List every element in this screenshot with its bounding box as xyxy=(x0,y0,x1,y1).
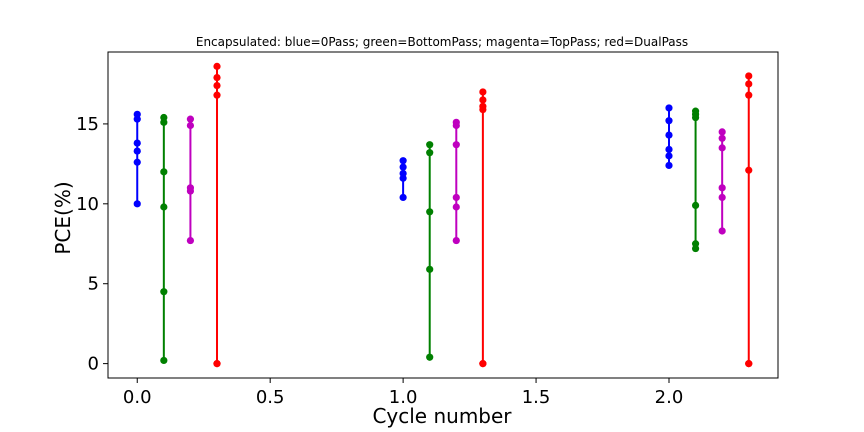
data-point xyxy=(691,201,700,210)
axes: 0.0 0.5 1.0 1.5 2.0 0 5 10 15 xyxy=(76,51,779,408)
data-point xyxy=(426,149,434,157)
data-point xyxy=(133,147,141,155)
data-point xyxy=(745,360,753,368)
data-point xyxy=(452,141,460,149)
data-point xyxy=(186,187,195,195)
data-point xyxy=(160,118,168,126)
data-point xyxy=(186,121,195,130)
data-point xyxy=(160,356,168,365)
data-point xyxy=(133,139,141,147)
y-axis-label: PCE(%) xyxy=(51,181,75,254)
data-point xyxy=(452,203,460,211)
data-point xyxy=(399,174,407,182)
y-tick-label: 15 xyxy=(76,114,99,135)
data-point xyxy=(479,88,487,96)
data-point xyxy=(479,105,487,114)
y-tick-label: 10 xyxy=(76,194,99,215)
data-point xyxy=(718,193,726,202)
data-point xyxy=(133,115,141,123)
data-point xyxy=(426,265,434,273)
data-point xyxy=(160,168,168,176)
data-point xyxy=(213,360,221,368)
data-point xyxy=(133,158,141,166)
data-point xyxy=(133,200,141,208)
data-point xyxy=(745,72,753,80)
data-point xyxy=(399,157,407,165)
data-point xyxy=(186,115,195,123)
data-point xyxy=(160,288,168,296)
data-point xyxy=(718,144,726,152)
chart-title: Encapsulated: blue=0Pass; green=BottomPa… xyxy=(196,35,688,49)
data-point xyxy=(691,244,700,253)
data-point xyxy=(665,131,673,139)
data-point xyxy=(479,96,487,104)
x-tick-label: 0.0 xyxy=(123,387,152,408)
x-tick-label: 2.0 xyxy=(655,387,684,408)
data-point xyxy=(718,134,726,142)
data-point xyxy=(718,227,726,235)
x-axis-label: Cycle number xyxy=(372,404,512,428)
y-tick-label: 0 xyxy=(88,354,99,375)
data-point xyxy=(452,193,460,202)
data-point xyxy=(160,203,168,211)
plot-area xyxy=(133,62,753,368)
data-point xyxy=(745,166,753,174)
data-point xyxy=(426,353,434,361)
x-tick-label: 1.5 xyxy=(522,387,551,408)
data-point xyxy=(665,117,673,125)
x-tick-label: 1.0 xyxy=(389,387,418,408)
data-point xyxy=(745,91,753,99)
data-point xyxy=(452,236,460,245)
data-point xyxy=(665,161,673,170)
y-tick-label: 5 xyxy=(88,274,99,295)
data-point xyxy=(665,104,673,112)
data-point xyxy=(213,62,221,70)
data-point xyxy=(213,91,221,99)
data-point xyxy=(479,360,487,368)
x-tick-label: 0.5 xyxy=(256,387,285,408)
data-point xyxy=(665,152,673,160)
data-point xyxy=(426,141,434,149)
data-point xyxy=(452,121,460,130)
data-point xyxy=(426,208,434,216)
data-point xyxy=(399,163,407,171)
data-point xyxy=(718,128,726,136)
data-point xyxy=(213,81,221,90)
data-point xyxy=(186,236,195,245)
data-point xyxy=(213,73,221,82)
data-point xyxy=(691,113,700,122)
data-point xyxy=(718,184,726,192)
plot-frame xyxy=(107,51,779,379)
data-point xyxy=(399,193,407,202)
data-point xyxy=(745,80,753,88)
data-point xyxy=(665,145,673,154)
